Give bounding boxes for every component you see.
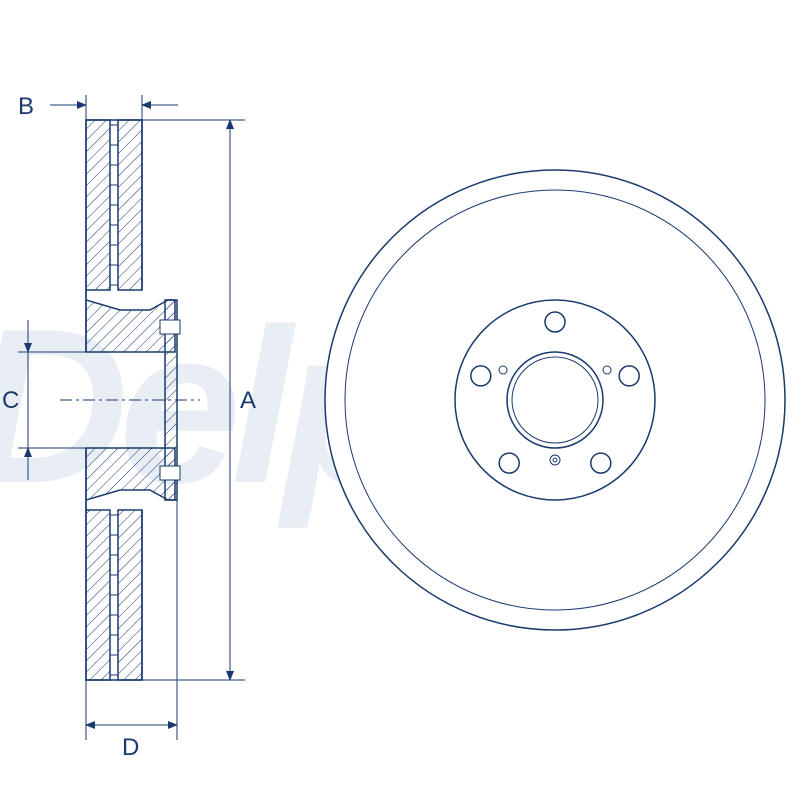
label-B: B bbox=[18, 93, 34, 120]
label-D: D bbox=[122, 734, 139, 761]
label-C: C bbox=[2, 387, 19, 414]
diagram-svg: A B C D bbox=[0, 0, 800, 800]
front-view bbox=[325, 170, 785, 630]
dimension-C: C bbox=[2, 320, 86, 480]
label-A: A bbox=[240, 387, 256, 414]
dimension-B: B bbox=[18, 93, 178, 120]
side-view bbox=[60, 120, 200, 680]
